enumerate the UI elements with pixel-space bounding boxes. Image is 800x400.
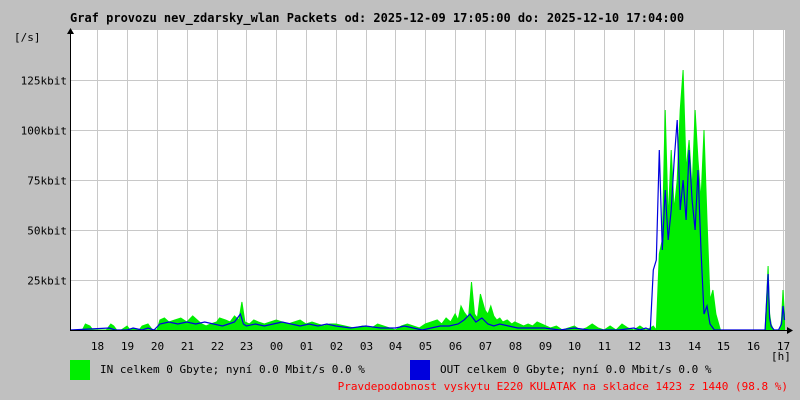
x-tick-label-22: 16	[747, 340, 760, 353]
x-tick-label-1: 19	[121, 340, 134, 353]
grid-lines	[70, 30, 785, 330]
x-tick-label-11: 05	[419, 340, 432, 353]
y-tick-label-2: 75kbit	[27, 175, 67, 188]
legend-swatch-in	[70, 360, 90, 380]
x-tick-label-15: 09	[539, 340, 552, 353]
legend-item-in: IN celkem 0 Gbyte; nyní 0.0 Mbit/s 0.0 %	[70, 360, 400, 381]
x-tick-label-5: 23	[240, 340, 253, 353]
x-tick-label-14: 08	[509, 340, 522, 353]
x-tick-label-0: 18	[91, 340, 104, 353]
series-in-area	[70, 69, 785, 332]
x-tick-label-17: 11	[598, 340, 611, 353]
x-tick-label-23: 17	[777, 340, 790, 353]
x-axis-arrow-icon	[787, 327, 793, 334]
x-tick-label-7: 01	[300, 340, 313, 353]
tick-labels: 25kbit 50kbit 75kbit 100kbit 125kbit 18 19 20 21…	[14, 31, 791, 363]
legend-swatch-out	[410, 360, 430, 380]
x-tick-label-3: 21	[181, 340, 194, 353]
x-tick-label-13: 07	[479, 340, 492, 353]
y-tick-label-1: 50kbit	[27, 225, 67, 238]
y-axis-label: [/s]	[14, 31, 41, 44]
x-tick-label-2: 20	[151, 340, 164, 353]
y-tick-label-3: 100kbit	[21, 125, 67, 138]
x-tick-label-18: 12	[628, 340, 641, 353]
legend-label-out: OUT celkem 0 Gbyte; nyní 0.0 Mbit/s 0.0 …	[440, 363, 712, 376]
x-tick-label-12: 06	[449, 340, 462, 353]
y-tick-label-0: 25kbit	[27, 275, 67, 288]
x-tick-label-8: 02	[330, 340, 343, 353]
x-tick-label-4: 22	[211, 340, 224, 353]
chart-title: Graf provozu nev_zdarsky_wlan Packets od…	[70, 11, 685, 25]
x-axis-label: [h]	[771, 350, 791, 363]
y-axis-arrow-icon	[67, 28, 74, 34]
x-tick-label-21: 15	[717, 340, 730, 353]
x-tick-label-6: 00	[270, 340, 283, 353]
x-tick-label-19: 13	[658, 340, 671, 353]
series-out-line	[70, 119, 786, 331]
x-tick-label-16: 10	[568, 340, 581, 353]
x-tick-label-10: 04	[389, 340, 403, 353]
y-tick-label-4: 125kbit	[21, 75, 67, 88]
legend-item-out: OUT celkem 0 Gbyte; nyní 0.0 Mbit/s 0.0 …	[410, 360, 740, 381]
x-tick-label-20: 14	[688, 340, 702, 353]
series-layer	[70, 69, 786, 332]
legend-label-in: IN celkem 0 Gbyte; nyní 0.0 Mbit/s 0.0 %	[100, 363, 365, 376]
x-tick-label-9: 03	[360, 340, 373, 353]
footer-note: Pravdepodobnost vyskytu E220 KULATAK na …	[337, 380, 788, 393]
axes	[67, 28, 793, 334]
